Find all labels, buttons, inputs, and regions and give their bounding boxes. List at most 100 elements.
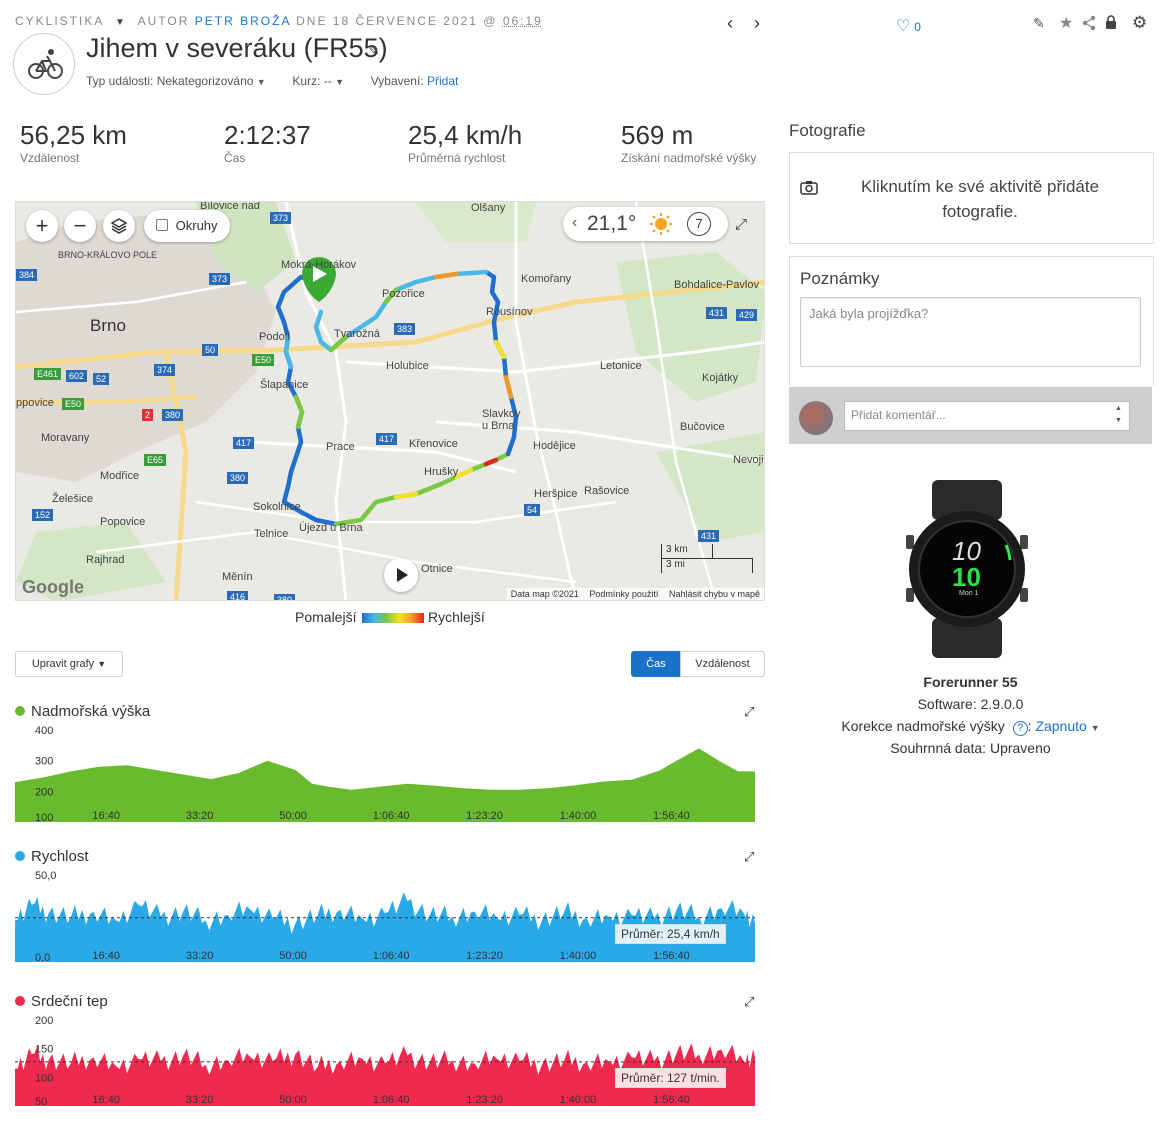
map-place-label: Hrušky <box>424 466 459 478</box>
pencil-icon[interactable]: ✎ <box>368 42 380 58</box>
sun-icon <box>649 212 673 239</box>
expand-icon[interactable]: ⤢ <box>744 994 755 1009</box>
layers-icon <box>110 218 128 234</box>
gear-icon[interactable]: ⚙ <box>1132 13 1148 32</box>
road-number: 373 <box>270 212 292 224</box>
elevation-correction-label: Korekce nadmořské výšky <box>841 718 1005 734</box>
legend-faster: Rychlejší <box>428 609 485 625</box>
laps-label: Okruhy <box>175 218 218 233</box>
notes-textarea[interactable]: Jaká byla projížďka? <box>800 297 1141 367</box>
x-tick-label: 1:56:40 <box>653 1094 690 1106</box>
road-number: 374 <box>154 364 176 376</box>
elevation-correction: Korekce nadmořské výšky ?: Zapnuto ▼ <box>841 718 1100 736</box>
road-number: 429 <box>736 309 758 321</box>
edit-icon[interactable]: ✎ <box>1033 15 1045 31</box>
road-number: 380 <box>227 472 249 484</box>
tab-distance[interactable]: Vzdálenost <box>680 651 765 677</box>
previous-activity-icon[interactable]: ‹ <box>727 13 733 33</box>
chevron-left-icon[interactable]: ‹ <box>572 214 578 231</box>
map-place-label: Podolí <box>259 331 291 343</box>
stat-value: 56,25 km <box>20 120 127 150</box>
x-tick-label: 1:56:40 <box>653 950 690 962</box>
layers-button[interactable] <box>103 210 135 242</box>
photos-panel[interactable]: Kliknutím ke své aktivitě přidáte fotogr… <box>789 152 1154 244</box>
y-tick-label: 300 <box>35 756 53 768</box>
time-text[interactable]: 06:19 <box>502 14 543 28</box>
y-tick-label: 400 <box>35 725 53 737</box>
map-place-label: Holubice <box>386 360 429 372</box>
elevation-chart[interactable]: 400 300 200 100 16:40 33:20 50:00 1:06:40 1:23:2… <box>15 722 755 822</box>
speed-chart[interactable]: 50,0 0,0 16:40 33:20 50:00 1:06:40 1:23:20 1:40… <box>15 867 755 962</box>
expand-icon[interactable]: ⤢ <box>744 704 755 719</box>
activity-title[interactable]: Jihem v severáku (FR55) <box>86 33 388 63</box>
add-gear-link[interactable]: Přidat <box>426 74 459 88</box>
y-tick-label: 100 <box>35 812 53 822</box>
device-software: Software: 2.9.0.0 <box>917 696 1024 712</box>
photos-text: Kliknutím ke své aktivitě přidáte fotogr… <box>860 177 1100 221</box>
road-number: E50 <box>252 354 275 366</box>
road-number: E50 <box>62 398 85 410</box>
comment-input[interactable]: Přidat komentář... <box>844 401 1130 431</box>
play-route-button[interactable] <box>384 558 418 592</box>
map-data-text: Data map ©2021 <box>510 589 579 599</box>
chevron-down-icon[interactable]: ▼ <box>115 17 127 28</box>
fullscreen-icon[interactable]: ⤢ <box>734 216 747 233</box>
scroll-arrows[interactable]: ▲ ▼ <box>1115 405 1122 424</box>
edit-charts-button[interactable]: Upravit grafy ▼ <box>15 651 123 677</box>
x-tick-label: 1:23:20 <box>466 810 503 822</box>
avatar[interactable] <box>799 401 833 435</box>
zoom-in-button[interactable]: + <box>26 210 58 242</box>
heart-icon: ♡ <box>896 18 911 35</box>
weather-widget[interactable]: ‹ 21,1° 7 <box>563 207 728 241</box>
comment-bar: Přidat komentář... ▲ ▼ <box>789 387 1152 444</box>
chevron-down-icon[interactable]: ▼ <box>335 77 345 87</box>
star-icon[interactable]: ★ <box>1059 15 1074 32</box>
route-map[interactable]: Bílovice nad Olšany BRNO-KRÁLOVO POLE Mo… <box>15 201 765 601</box>
elevation-correction-value[interactable]: Zapnuto <box>1035 718 1087 734</box>
course-value[interactable]: -- <box>323 74 332 88</box>
map-place-label: Nevoji <box>733 454 764 466</box>
x-tick-label: 50:00 <box>279 810 307 822</box>
map-place-label: Měnín <box>222 571 253 583</box>
watch-display-green: 10 <box>952 562 981 592</box>
tab-time[interactable]: Čas <box>631 651 681 677</box>
x-tick-label: 50:00 <box>279 950 307 962</box>
laps-toggle[interactable]: Okruhy <box>144 210 230 242</box>
scale-km: 3 km <box>661 544 713 559</box>
author-link[interactable]: PETR BROŽA <box>194 14 291 28</box>
help-icon[interactable]: ? <box>1012 721 1028 736</box>
checkbox-icon[interactable] <box>156 219 168 231</box>
heart-rate-chart[interactable]: 200 150 100 50 16:40 33:20 50:00 1:06:40 1:23:20… <box>15 1012 755 1106</box>
zoom-out-button[interactable]: − <box>64 210 96 242</box>
expand-icon[interactable]: ⤢ <box>744 849 755 864</box>
activity-meta: Typ události: Nekategorizováno ▼ Kurz: -… <box>86 74 458 88</box>
category-link[interactable]: CYKLISTIKA <box>15 14 104 28</box>
terms-link[interactable]: Podmínky použití <box>589 589 659 599</box>
road-number: 416 <box>227 591 249 600</box>
y-tick-label: 0,0 <box>35 952 50 962</box>
y-tick-label: 50 <box>35 1096 47 1106</box>
scale-mi: 3 mi <box>661 558 753 573</box>
caret-down-icon[interactable]: ▼ <box>1090 723 1100 733</box>
date-text: DNE 18 ČERVENCE 2021 @ <box>296 14 498 28</box>
map-place-label: Rousínov <box>486 306 533 318</box>
device-name-text: Forerunner 55 <box>923 674 1018 690</box>
map-place-label: Mokrá-Horákov <box>281 259 357 271</box>
elevation-dot <box>15 706 25 716</box>
map-place-label: Sokolnice <box>253 501 301 513</box>
road-number: 373 <box>209 273 231 285</box>
x-tick-label: 1:23:20 <box>466 950 503 962</box>
like-count: 0 <box>914 20 921 34</box>
map-place-label: Kojátky <box>702 372 739 384</box>
map-place-label: Prace <box>326 441 355 453</box>
road-number: 2 <box>142 409 154 421</box>
share-icon[interactable] <box>1082 15 1096 34</box>
next-activity-icon[interactable]: › <box>754 13 760 33</box>
like-button[interactable]: ♡ 0 <box>896 16 921 36</box>
lock-icon[interactable] <box>1105 15 1117 33</box>
map-place-label: Rajhrad <box>86 554 125 566</box>
event-type-value[interactable]: Nekategorizováno <box>156 74 254 88</box>
report-error-link[interactable]: Nahlásit chybu v mapě <box>668 589 760 599</box>
chevron-down-icon[interactable]: ▼ <box>256 77 266 87</box>
google-logo[interactable]: Google <box>22 577 84 597</box>
